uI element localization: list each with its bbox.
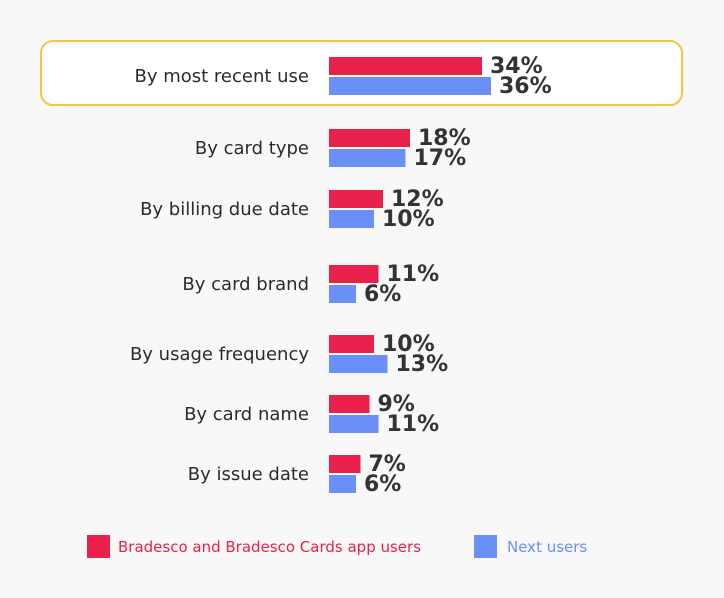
bar-by-card-brand-series-1 [329,265,379,283]
value-label-by-issue-date-series-1: 7% [369,452,406,477]
legend: Bradesco and Bradesco Cards app users Nex… [87,535,587,558]
bar-by-card-name-series-2 [329,415,379,433]
value-label-by-usage-frequency-series-2: 13% [396,352,449,377]
category-label-by-billing-due-date: By billing due date [140,199,309,220]
bar-by-issue-date-series-1 [329,455,361,473]
value-label-by-card-type-series-1: 18% [418,126,471,151]
bar-by-billing-due-date-series-2 [329,210,374,228]
bar-by-card-brand-series-2 [329,285,356,303]
value-label-by-card-brand-series-1: 11% [387,262,440,287]
bar-by-usage-frequency-series-1 [329,335,374,353]
bar-by-card-type-series-1 [329,129,410,147]
bar-by-card-type-series-2 [329,149,406,167]
category-label-by-issue-date: By issue date [188,464,309,485]
category-label-by-card-name: By card name [184,404,309,425]
category-label-by-card-type: By card type [195,138,309,159]
value-label-by-billing-due-date-series-2: 10% [382,207,435,232]
value-label-by-most-recent-use-series-2: 36% [499,74,552,99]
bar-by-most-recent-use-series-2 [329,77,491,95]
value-label-by-most-recent-use-series-1: 34% [490,54,543,79]
category-label-by-usage-frequency: By usage frequency [130,344,309,365]
value-label-by-usage-frequency-series-1: 10% [382,332,435,357]
legend-swatch-series-1 [87,535,110,558]
value-label-by-card-type-series-2: 17% [414,146,467,171]
value-label-by-billing-due-date-series-1: 12% [391,187,444,212]
legend-swatch-series-2 [474,535,497,558]
legend-label-series-2: Next users [507,538,587,556]
bar-by-usage-frequency-series-2 [329,355,388,373]
value-label-by-card-name-series-2: 11% [387,412,440,437]
value-label-by-issue-date-series-2: 6% [364,472,401,497]
value-label-by-card-brand-series-2: 6% [364,282,401,307]
category-label-by-most-recent-use: By most recent use [134,66,309,87]
value-label-by-card-name-series-1: 9% [378,392,415,417]
bar-by-billing-due-date-series-1 [329,190,383,208]
category-label-by-card-brand: By card brand [182,274,309,295]
bar-by-card-name-series-1 [329,395,370,413]
legend-label-series-1: Bradesco and Bradesco Cards app users [118,538,421,556]
bar-by-issue-date-series-2 [329,475,356,493]
bar-by-most-recent-use-series-1 [329,57,482,75]
